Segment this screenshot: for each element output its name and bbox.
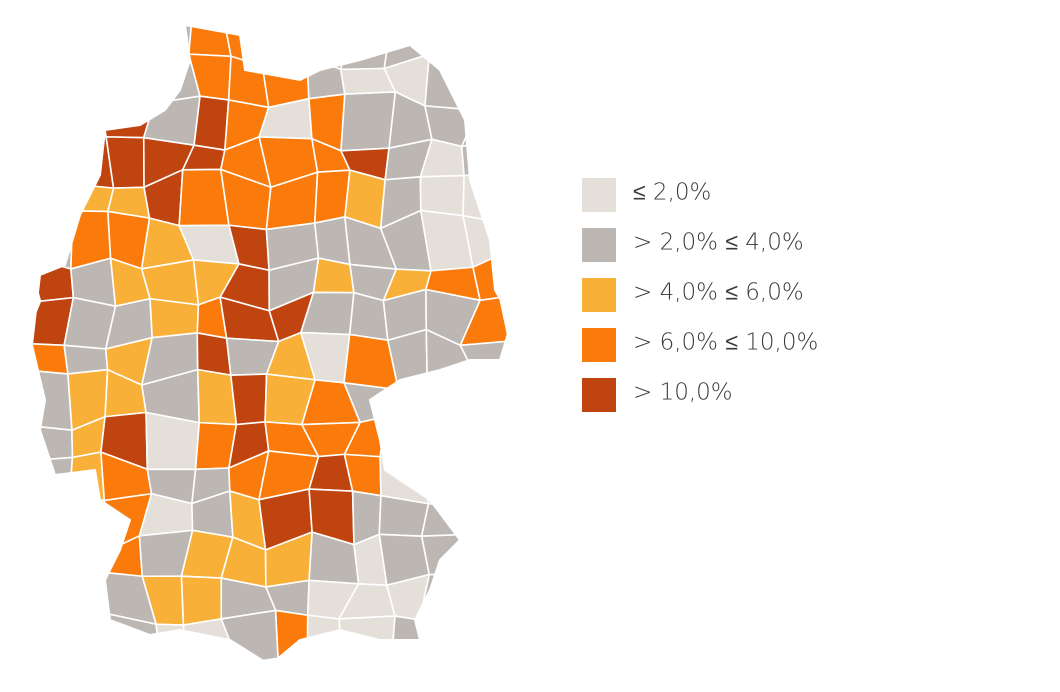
legend-label: ≤ 2,0% [633,180,711,206]
region [196,332,232,376]
region [32,575,63,629]
region [32,342,69,375]
regions [32,25,512,665]
region [419,174,465,217]
region [460,416,512,464]
region [460,134,512,177]
region [339,25,393,71]
region [425,461,481,510]
region [425,416,478,472]
legend-swatch [582,228,616,262]
region [32,25,70,62]
region [227,55,270,109]
region [32,128,76,186]
legend-swatch [582,278,616,312]
region [460,107,512,148]
region [424,53,479,112]
region [32,491,79,552]
region [188,25,232,58]
region [60,613,122,665]
legend-label: > 2,0% ≤ 4,0% [633,230,804,256]
region [467,573,512,628]
region [142,95,201,147]
region [32,52,70,95]
region [107,25,144,72]
legend-swatch [582,328,616,362]
region [180,575,223,626]
region [471,25,512,65]
region [220,609,279,665]
region [462,171,512,224]
region [312,257,355,294]
region [418,573,477,622]
region [306,614,344,665]
country-outline [30,23,514,667]
region [418,619,470,664]
region [99,535,144,578]
region [459,488,511,542]
region [32,544,79,591]
region [305,55,346,100]
region [145,411,201,471]
region [60,571,110,621]
region [261,25,311,67]
region [32,370,73,432]
region [338,615,396,665]
region [426,377,478,423]
region [476,449,512,510]
region [459,533,512,580]
legend: ≤ 2,0% > 2,0% ≤ 4,0% > 4,0% ≤ 6,0% > 6,0% ≤… [582,178,818,412]
region [385,389,433,423]
region [422,25,481,59]
region [32,171,76,212]
region [348,291,389,342]
region [460,620,509,660]
region [67,54,115,99]
legend-label: > 10,0% [633,380,733,406]
region [32,208,74,270]
legend-label: > 4,0% ≤ 6,0% [633,280,804,306]
legend-swatch [582,178,616,212]
region [471,57,512,112]
region [230,373,268,426]
region [193,95,230,151]
region [378,494,430,537]
region [149,297,200,339]
region [379,415,433,472]
region [340,91,397,152]
region [32,424,74,462]
legend-label: > 6,0% ≤ 10,0% [633,330,818,356]
legend-swatch [582,378,616,412]
region [32,619,77,665]
region [305,25,355,71]
region [313,216,351,266]
region [60,544,113,578]
region [105,136,145,189]
region [420,502,481,537]
region [60,25,115,62]
region [460,372,512,427]
region [99,54,155,105]
region [32,90,72,144]
region [68,90,107,138]
region [420,533,477,576]
